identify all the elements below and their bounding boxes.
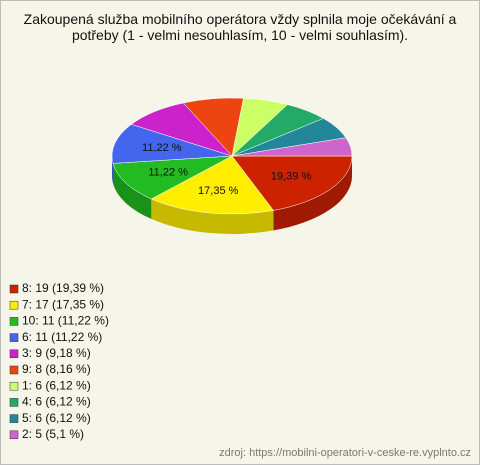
legend-swatch	[9, 284, 19, 294]
slice-label: 19,39 %	[271, 170, 312, 182]
slice	[150, 155, 274, 215]
slice-side-shade	[112, 163, 152, 219]
legend-label: 8: 19 (19,39 %)	[22, 281, 104, 295]
slice-side	[273, 156, 352, 231]
slice	[111, 124, 233, 164]
slice-side-shade	[151, 198, 274, 234]
slice-label: 17,35 %	[198, 185, 239, 197]
slice	[231, 137, 353, 157]
slice	[112, 155, 233, 200]
legend-swatch	[9, 414, 19, 423]
legend-swatch	[9, 349, 19, 359]
source-note: zdroj: https://mobilni-operatori-v-ceske…	[219, 447, 471, 459]
legend-swatch	[9, 365, 19, 375]
slice-side-shade	[273, 156, 352, 231]
legend-swatch	[9, 333, 19, 342]
chart-title: Zakoupená služba mobilního operátora vžd…	[23, 11, 457, 43]
legend-swatch	[9, 398, 19, 407]
legend-swatch	[9, 381, 19, 391]
slice-label: 11,22 %	[142, 142, 182, 154]
legend-swatch	[9, 300, 19, 310]
legend-label: 5: 6 (6,12 %)	[22, 411, 91, 425]
legend-swatch	[9, 430, 19, 440]
legend-label: 9: 8 (8,16 %)	[22, 362, 91, 376]
legend-label: 1: 6 (6,12 %)	[22, 378, 91, 392]
legend-label: 3: 9 (9,18 %)	[22, 346, 91, 360]
slice	[231, 155, 353, 211]
legend-label: 10: 11 (11,22 %)	[22, 314, 109, 328]
legend-label: 7: 17 (17,35 %)	[22, 297, 104, 311]
slice-side	[112, 163, 152, 219]
legend-label: 2: 5 (5,1 %)	[22, 427, 84, 441]
legend-swatch	[9, 317, 19, 326]
slice-side	[151, 198, 274, 234]
legend-label: 4: 6 (6,12 %)	[22, 395, 91, 409]
slice-label: 11,22 %	[148, 167, 188, 179]
legend-label: 6: 11 (11,22 %)	[22, 330, 102, 344]
